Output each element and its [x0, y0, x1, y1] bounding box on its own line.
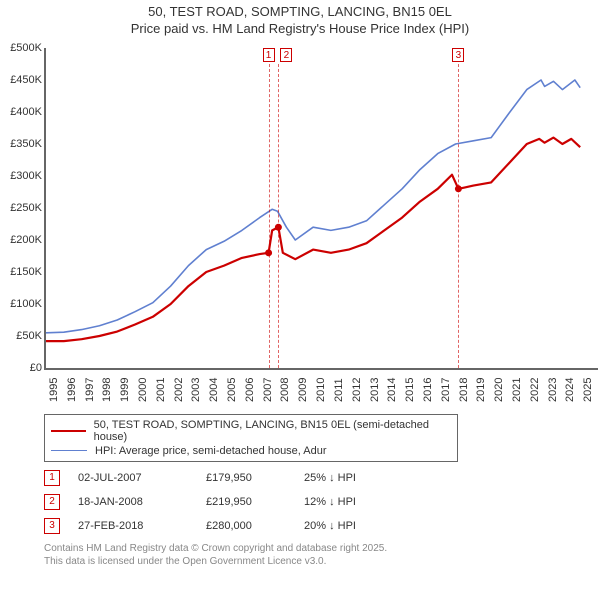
- x-tick-label: 2022: [529, 377, 541, 401]
- marker-label: 1: [263, 48, 275, 62]
- y-tick-label: £200K: [10, 234, 42, 246]
- marker-label: 2: [280, 48, 292, 62]
- y-tick-label: £250K: [10, 202, 42, 214]
- x-tick-label: 2020: [493, 377, 505, 401]
- y-tick-label: £0: [30, 362, 42, 374]
- chart-title: 50, TEST ROAD, SOMPTING, LANCING, BN15 0…: [0, 0, 600, 38]
- transaction-date: 02-JUL-2007: [78, 472, 188, 484]
- footer-line2: This data is licensed under the Open Gov…: [44, 555, 590, 568]
- legend-swatch: [51, 430, 86, 432]
- legend-item: 50, TEST ROAD, SOMPTING, LANCING, BN15 0…: [51, 418, 451, 444]
- transaction-date: 18-JAN-2008: [78, 496, 188, 508]
- series-property: [46, 137, 580, 341]
- x-tick-label: 2015: [404, 377, 416, 401]
- transactions-table: 1 02-JUL-2007 £179,950 25% ↓ HPI 2 18-JAN-200…: [44, 466, 590, 538]
- x-tick-label: 2019: [475, 377, 487, 401]
- x-tick-label: 2000: [137, 377, 149, 401]
- legend-swatch: [51, 450, 87, 451]
- transaction-diff: 12% ↓ HPI: [304, 496, 404, 508]
- legend: 50, TEST ROAD, SOMPTING, LANCING, BN15 0…: [44, 414, 458, 462]
- x-tick-label: 2011: [333, 378, 345, 402]
- x-tick-label: 1998: [101, 377, 113, 401]
- y-tick-label: £500K: [10, 42, 42, 54]
- x-tick-label: 2010: [315, 377, 327, 401]
- y-tick-label: £50K: [16, 330, 42, 342]
- transaction-diff: 25% ↓ HPI: [304, 472, 404, 484]
- x-tick-label: 2004: [208, 377, 220, 401]
- x-tick-label: 2013: [369, 377, 381, 401]
- y-tick-label: £450K: [10, 74, 42, 86]
- x-axis: 1995 1996 1997 1998 1999 2000 2001 2002 2003 2004…: [44, 370, 596, 415]
- marker-line: [269, 64, 270, 368]
- x-tick-label: 1999: [119, 377, 131, 401]
- footer-line1: Contains HM Land Registry data © Crown c…: [44, 542, 590, 555]
- x-tick-label: 2012: [351, 377, 363, 401]
- x-tick-label: 2023: [547, 377, 559, 401]
- transaction-diff: 20% ↓ HPI: [304, 520, 404, 532]
- legend-item: HPI: Average price, semi-detached house,…: [51, 444, 451, 458]
- transaction-row: 2 18-JAN-2008 £219,950 12% ↓ HPI: [44, 490, 590, 514]
- transaction-price: £280,000: [206, 520, 286, 532]
- marker-line: [278, 64, 279, 368]
- y-tick-label: £150K: [10, 266, 42, 278]
- transaction-number: 2: [44, 494, 60, 510]
- title-line1: 50, TEST ROAD, SOMPTING, LANCING, BN15 0…: [0, 4, 600, 21]
- transaction-number: 1: [44, 470, 60, 486]
- x-tick-label: 1997: [84, 377, 96, 401]
- x-tick-label: 2002: [173, 377, 185, 401]
- title-line2: Price paid vs. HM Land Registry's House …: [0, 21, 600, 38]
- x-tick-label: 2024: [564, 377, 576, 401]
- x-tick-label: 1995: [48, 377, 60, 401]
- x-tick-label: 2007: [262, 377, 274, 401]
- y-tick-label: £300K: [10, 170, 42, 182]
- transaction-date: 27-FEB-2018: [78, 520, 188, 532]
- x-tick-label: 2025: [582, 377, 594, 401]
- legend-label: HPI: Average price, semi-detached house,…: [95, 445, 327, 457]
- marker-line: [458, 64, 459, 368]
- transaction-row: 1 02-JUL-2007 £179,950 25% ↓ HPI: [44, 466, 590, 490]
- x-tick-label: 2006: [244, 377, 256, 401]
- x-tick-label: 2005: [226, 377, 238, 401]
- series-hpi: [46, 80, 580, 333]
- chart-svg: [46, 48, 598, 368]
- x-tick-label: 2009: [297, 377, 309, 401]
- x-tick-label: 2014: [386, 377, 398, 401]
- plot-area: 12 3: [44, 48, 598, 370]
- y-tick-label: £350K: [10, 138, 42, 150]
- transaction-row: 3 27-FEB-2018 £280,000 20% ↓ HPI: [44, 514, 590, 538]
- x-tick-label: 2016: [422, 377, 434, 401]
- x-tick-label: 2008: [279, 377, 291, 401]
- marker-label: 3: [452, 48, 464, 62]
- x-tick-label: 1996: [66, 377, 78, 401]
- x-tick-label: 2021: [511, 377, 523, 401]
- x-tick-label: 2017: [440, 377, 452, 401]
- chart: £0 £50K £100K £150K £200K £250K £300K £350K £400…: [0, 38, 600, 408]
- y-tick-label: £400K: [10, 106, 42, 118]
- y-tick-label: £100K: [10, 298, 42, 310]
- footer: Contains HM Land Registry data © Crown c…: [44, 542, 590, 568]
- x-tick-label: 2018: [458, 377, 470, 401]
- y-axis: £0 £50K £100K £150K £200K £250K £300K £350K £400…: [0, 38, 44, 408]
- transaction-number: 3: [44, 518, 60, 534]
- transaction-price: £179,950: [206, 472, 286, 484]
- legend-label: 50, TEST ROAD, SOMPTING, LANCING, BN15 0…: [94, 419, 451, 443]
- transaction-price: £219,950: [206, 496, 286, 508]
- x-tick-label: 2003: [190, 377, 202, 401]
- x-tick-label: 2001: [155, 377, 167, 401]
